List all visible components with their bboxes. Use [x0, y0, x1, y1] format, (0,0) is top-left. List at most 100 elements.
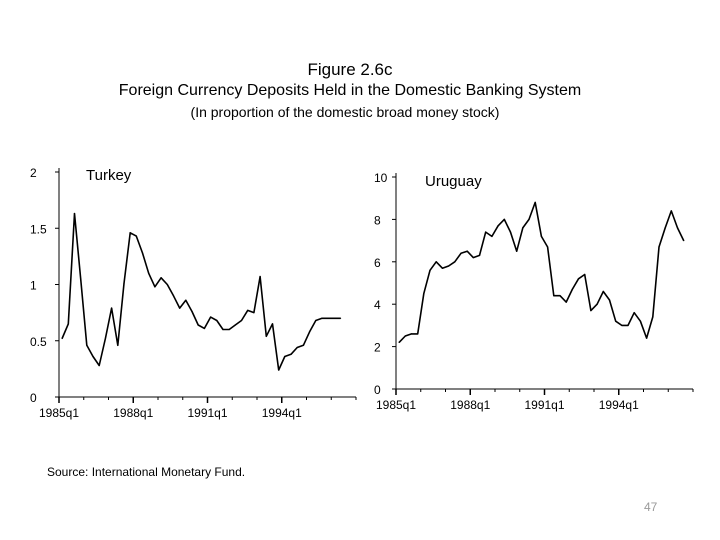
data-point — [522, 227, 524, 229]
panel-label: Uruguay — [425, 173, 482, 190]
series-line-uruguay — [398, 201, 685, 343]
data-point — [472, 256, 474, 259]
data-point — [565, 301, 567, 303]
chart-panel-uruguay: 0 2 4 6 8 10 1985q1 1988q1 1991q1 1994q1 Uruguay — [374, 171, 694, 412]
data-point — [321, 317, 323, 319]
figure-title: Foreign Currency Deposits Held in the Do… — [118, 82, 582, 99]
data-point — [80, 278, 82, 280]
data-point — [683, 240, 685, 242]
data-point — [259, 276, 261, 278]
data-point — [154, 286, 156, 288]
data-point — [608, 299, 611, 301]
data-point — [546, 246, 549, 248]
panel-label: Turkey — [86, 167, 132, 184]
data-point — [429, 269, 431, 271]
data-point — [265, 335, 267, 337]
data-point — [485, 231, 487, 233]
data-point — [228, 328, 230, 331]
data-point — [110, 307, 113, 309]
x-tick-label: 1985q1 — [39, 406, 79, 420]
data-point — [664, 227, 666, 229]
x-tick-label: 1991q1 — [524, 398, 564, 412]
data-point — [478, 254, 481, 257]
data-point — [160, 277, 162, 279]
data-point — [615, 320, 617, 322]
data-point — [571, 288, 573, 290]
data-point — [534, 201, 536, 204]
series-line-turkey — [61, 212, 341, 371]
y-tick-label: 1 — [30, 279, 37, 293]
y-tick-label: 2 — [30, 166, 37, 180]
data-point — [645, 337, 648, 339]
data-point — [410, 333, 413, 335]
data-point — [203, 327, 206, 329]
data-point — [86, 344, 88, 346]
y-tick-label: 1.5 — [30, 222, 47, 236]
y-tick-label: 0 — [374, 383, 381, 397]
data-point — [441, 267, 444, 269]
data-point — [491, 235, 493, 237]
data-point — [339, 317, 342, 319]
data-point — [497, 225, 499, 227]
data-point — [503, 218, 505, 220]
data-point — [658, 246, 660, 248]
data-point — [633, 312, 635, 314]
data-point — [222, 328, 224, 331]
data-point — [398, 341, 400, 343]
data-point — [676, 227, 679, 229]
x-tick-label: 1991q1 — [187, 406, 227, 420]
data-point — [435, 261, 437, 263]
y-tick-label: 6 — [374, 256, 381, 270]
data-point — [73, 213, 76, 215]
data-point — [652, 316, 654, 318]
data-point — [129, 232, 131, 234]
y-tick-label: 2 — [374, 341, 381, 355]
data-point — [240, 319, 243, 322]
data-point — [590, 309, 592, 312]
data-point — [417, 333, 419, 335]
data-point — [179, 307, 181, 309]
data-point — [302, 344, 305, 346]
y-tick-label: 4 — [374, 298, 381, 312]
data-point — [327, 317, 329, 319]
source-note: Source: International Monetary Fund. — [47, 465, 246, 479]
data-point — [191, 310, 193, 313]
data-point — [528, 218, 530, 220]
data-point — [584, 273, 586, 276]
data-point — [197, 324, 199, 326]
data-point — [216, 319, 218, 322]
data-point — [596, 303, 598, 305]
data-point — [67, 323, 69, 325]
data-point — [553, 295, 555, 297]
data-point — [271, 323, 274, 325]
data-point — [247, 309, 249, 311]
data-point — [454, 261, 456, 263]
data-point — [315, 319, 317, 322]
data-point — [621, 324, 623, 326]
data-point — [123, 282, 125, 284]
data-point — [509, 231, 512, 233]
data-point — [308, 331, 311, 333]
data-point — [172, 295, 175, 297]
y-tick-label: 10 — [374, 171, 388, 185]
data-point — [148, 272, 150, 274]
y-tick-label: 0.5 — [30, 335, 47, 349]
data-point — [98, 364, 100, 367]
data-point — [234, 324, 236, 326]
data-point — [290, 353, 292, 355]
data-point — [559, 295, 561, 297]
y-tick-label: 0 — [30, 391, 37, 405]
figure-number: Figure 2.6c — [307, 60, 393, 79]
data-point — [602, 290, 604, 293]
x-tick-label: 1985q1 — [376, 398, 416, 412]
data-point — [117, 344, 119, 346]
data-point — [61, 337, 63, 340]
data-point — [141, 252, 144, 254]
x-tick-label: 1988q1 — [113, 406, 153, 420]
data-point — [577, 278, 580, 280]
data-point — [516, 250, 518, 252]
data-point — [92, 355, 94, 358]
data-point — [185, 299, 187, 301]
page-number: 47 — [644, 500, 658, 514]
